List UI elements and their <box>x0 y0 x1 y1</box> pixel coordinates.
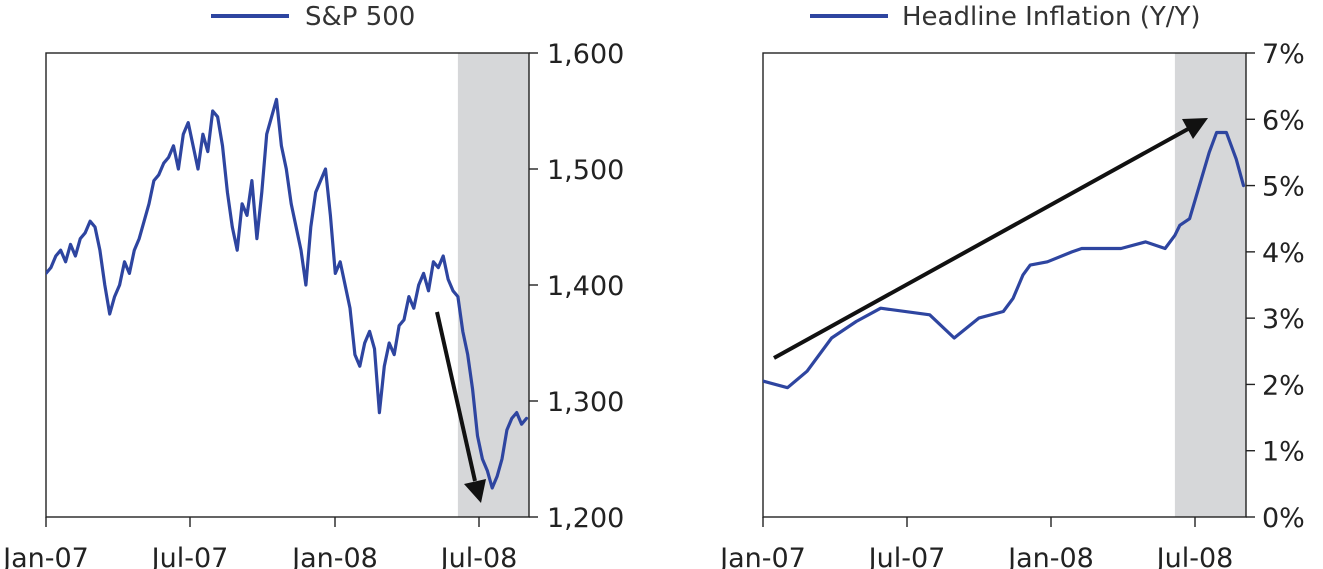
sp500-down-arrow <box>435 311 486 503</box>
sp500-y-tick-label: 1,600 <box>547 39 624 70</box>
inflation-x-tick-label: Jan-07 <box>718 543 806 569</box>
sp500-series-line <box>46 97 529 490</box>
sp500-arrow-shaft <box>435 311 477 482</box>
inflation-x-axis: Jan-07 Jul-07 Jan-08 Jul-08 <box>718 517 1233 569</box>
sp500-x-tick-label: Jul-07 <box>150 543 229 569</box>
inflation-x-tick-label: Jul-08 <box>1155 543 1234 569</box>
inflation-arrow-shaft <box>773 127 1189 360</box>
inflation-legend: Headline Inflation (Y/Y) <box>810 2 1201 32</box>
sp500-x-tick-label: Jan-08 <box>290 543 378 569</box>
inflation-y-tick-label: 3% <box>1262 304 1305 335</box>
sp500-legend: S&P 500 <box>211 2 415 32</box>
sp500-y-tick-label: 1,400 <box>547 271 624 302</box>
inflation-y-tick-label: 5% <box>1262 172 1305 203</box>
inflation-y-axis: 7% 6% 5% 4% 3% 2% 1% 0% <box>1246 39 1305 534</box>
inflation-up-arrow <box>773 118 1208 360</box>
inflation-x-tick-label: Jul-07 <box>867 543 946 569</box>
sp500-x-axis: Jan-07 Jul-07 Jan-08 Jul-08 <box>1 517 517 569</box>
sp500-x-tick-label: Jan-07 <box>1 543 89 569</box>
inflation-y-tick-label: 4% <box>1262 238 1305 269</box>
inflation-y-tick-label: 1% <box>1262 437 1305 468</box>
sp500-arrow-head <box>464 479 486 503</box>
inflation-chart: Headline Inflation (Y/Y) Jan-07 Jul-07 J… <box>718 2 1305 569</box>
inflation-plot-frame <box>762 52 1247 518</box>
inflation-series-line <box>763 130 1246 390</box>
inflation-y-tick-label: 0% <box>1262 503 1305 534</box>
sp500-x-tick-label: Jul-08 <box>439 543 518 569</box>
sp500-chart: S&P 500 Jan-07 Jul-07 Jan-08 Jul-08 1,60… <box>1 2 624 569</box>
inflation-arrow-head <box>1182 118 1208 139</box>
inflation-legend-label: Headline Inflation (Y/Y) <box>902 2 1201 32</box>
inflation-y-tick-label: 6% <box>1262 105 1305 136</box>
sp500-y-axis: 1,600 1,500 1,400 1,300 1,200 <box>529 39 624 534</box>
sp500-shaded-region <box>457 53 529 517</box>
inflation-x-tick-label: Jan-08 <box>1006 543 1094 569</box>
sp500-y-tick-label: 1,300 <box>547 387 624 418</box>
inflation-y-tick-label: 2% <box>1262 370 1305 401</box>
sp500-y-tick-label: 1,200 <box>547 503 624 534</box>
sp500-y-tick-label: 1,500 <box>547 155 624 186</box>
inflation-y-tick-label: 7% <box>1262 39 1305 70</box>
sp500-legend-label: S&P 500 <box>305 2 415 32</box>
